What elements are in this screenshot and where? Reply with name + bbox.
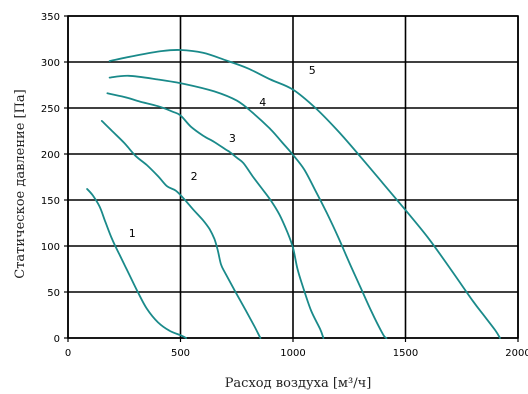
y-tick-label: 50 (47, 288, 60, 299)
curve-labels: 1 2 3 4 5 (129, 64, 316, 240)
curve-label-1: 1 (129, 227, 136, 240)
curve-label-2: 2 (191, 170, 198, 183)
series-line-2 (100, 120, 262, 339)
curve-label-3: 3 (229, 132, 236, 145)
y-tick-label: 0 (54, 334, 60, 345)
y-axis-title: Статическое давление [Па] (13, 89, 28, 279)
y-tick-label: 350 (41, 12, 60, 23)
x-tick-label: 0 (65, 348, 71, 359)
x-axis-ticks: 0 500 1000 1500 2000 (65, 338, 528, 359)
y-tick-label: 300 (41, 58, 60, 69)
x-tick-label: 1000 (280, 348, 305, 359)
y-tick-label: 100 (41, 242, 60, 253)
x-tick-label: 2000 (505, 348, 528, 359)
y-tick-label: 250 (41, 104, 60, 115)
series-line-3 (106, 92, 325, 339)
curve-label-4: 4 (259, 96, 266, 109)
x-axis-title: Расход воздуха [м³/ч] (225, 376, 372, 391)
series-line-1 (86, 188, 187, 339)
series-line-4 (108, 74, 388, 339)
y-tick-label: 200 (41, 150, 60, 161)
y-tick-label: 150 (41, 196, 60, 207)
x-tick-label: 1500 (393, 348, 418, 359)
series-line-5 (108, 48, 501, 339)
curve-label-5: 5 (309, 64, 316, 77)
y-axis-ticks: 0 50 100 150 200 250 300 350 (41, 12, 68, 345)
fan-curves (86, 48, 501, 339)
plot-grid (67, 15, 519, 339)
x-tick-label: 500 (171, 348, 190, 359)
